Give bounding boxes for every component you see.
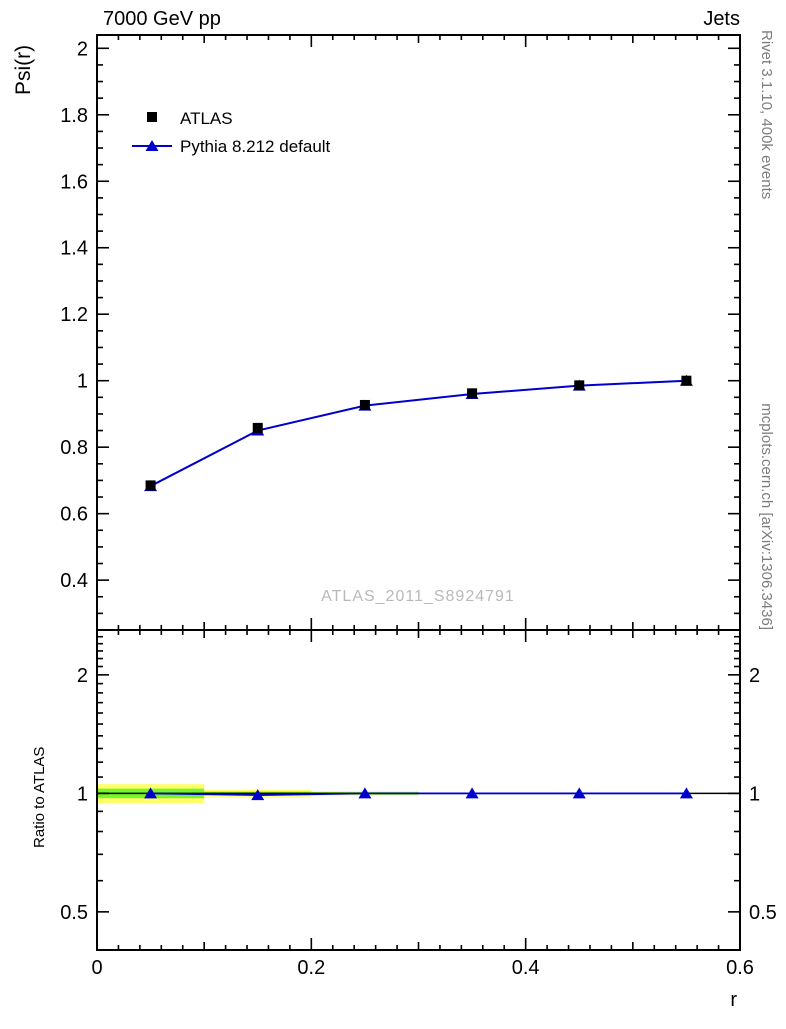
observable-group-title: Jets xyxy=(703,8,740,30)
main-y-tick-label: 0.8 xyxy=(60,437,88,459)
atlas-marker xyxy=(359,399,370,410)
main-y-tick-label: 0.4 xyxy=(60,570,88,592)
pythia-curve xyxy=(150,379,687,487)
atlas-marker xyxy=(467,388,478,399)
ratio-y-tick-label-left: 2 xyxy=(77,665,88,687)
atlas-marker xyxy=(681,375,692,386)
main-y-tick-label: 0.6 xyxy=(60,504,88,526)
ratio-y-tick-label-right: 2 xyxy=(749,665,760,687)
ratio-y-tick-label-left: 0.5 xyxy=(60,902,88,924)
ratio-y-tick-label-right: 0.5 xyxy=(749,902,777,924)
ratio-y-tick-label-right: 1 xyxy=(749,783,760,805)
main-y-tick-label: 1.8 xyxy=(60,105,88,127)
legend-marker-atlas xyxy=(147,112,157,122)
x-tick-label: 0.4 xyxy=(512,957,540,979)
mcplots-arxiv-text: mcplots.cern.ch [arXiv:1306.3436] xyxy=(758,403,775,630)
x-tick-label: 0 xyxy=(91,957,102,979)
legend-label-atlas: ATLAS xyxy=(180,109,233,128)
rivet-version-text: Rivet 3.1.10, 400k events xyxy=(758,30,775,199)
ratio-curve xyxy=(150,792,687,796)
legend-marker-pythia xyxy=(145,140,159,151)
atlas-marker xyxy=(145,480,156,491)
atlas-marker xyxy=(252,422,263,433)
ratio-marker xyxy=(251,789,265,801)
ratio-y-tick-label-left: 1 xyxy=(77,783,88,805)
x-axis-title: r xyxy=(730,989,737,1011)
main-y-axis-title: Psi(r) xyxy=(12,45,35,95)
ratio-marker xyxy=(572,787,586,799)
static-text-layer: 7000 GeV pp Jets Psi(r) Ratio to ATLAS r… xyxy=(12,8,775,1011)
main-y-tick-label: 1.4 xyxy=(60,238,88,260)
main-y-tick-label: 1.6 xyxy=(60,171,88,193)
beam-energy-title: 7000 GeV pp xyxy=(103,8,221,30)
main-y-tick-label: 1 xyxy=(77,371,88,393)
x-tick-label: 0.6 xyxy=(726,957,754,979)
main-y-tick-label: 1.2 xyxy=(60,304,88,326)
chart-layer: 0.4 0.6 0.8 1 1.2 1.4 1.6 1.8 2 0.5 0.5 1 1 2 2 0 0.2 0.4… xyxy=(60,34,777,979)
ratio-marker xyxy=(465,787,479,799)
analysis-id-watermark: ATLAS_2011_S8924791 xyxy=(321,588,515,605)
x-tick-label: 0.2 xyxy=(297,957,325,979)
ratio-marker xyxy=(679,787,693,799)
ratio-marker xyxy=(358,787,372,799)
main-y-tick-label: 2 xyxy=(77,38,88,60)
legend-label-pythia: Pythia 8.212 default xyxy=(180,137,331,156)
atlas-marker xyxy=(574,380,585,391)
ratio-marker xyxy=(144,787,158,799)
ratio-y-axis-title: Ratio to ATLAS xyxy=(31,747,48,848)
